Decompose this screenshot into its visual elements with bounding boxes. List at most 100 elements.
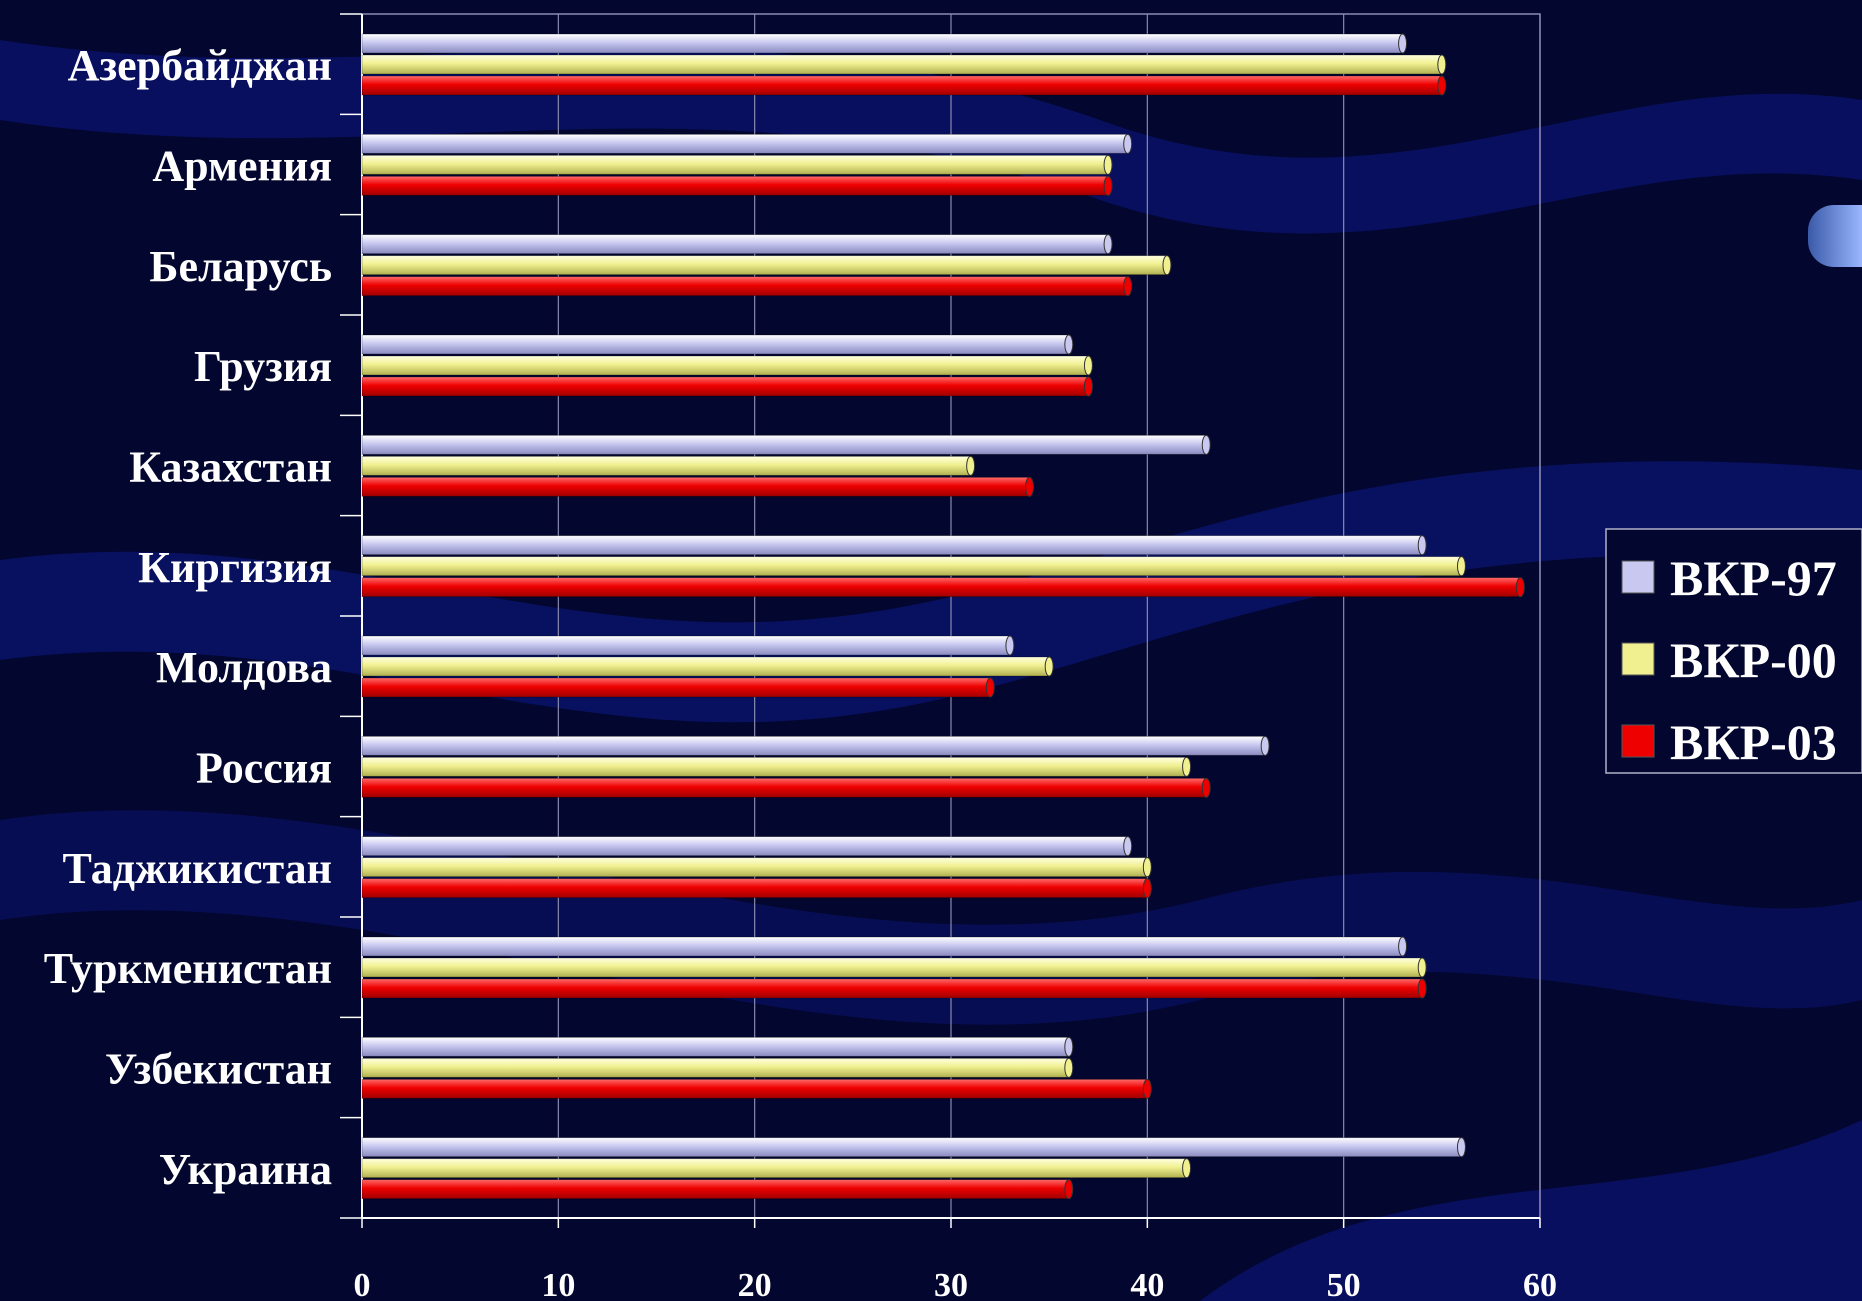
bar-end-cap <box>1025 476 1035 497</box>
bar-ВКР-97-Азербайджан <box>361 33 1403 54</box>
bar-ВКР-03-Грузия <box>361 376 1089 397</box>
bar-ВКР-00-Беларусь <box>361 255 1168 276</box>
bar-end-cap <box>1515 577 1525 598</box>
bar-ВКР-97-Россия <box>361 735 1266 756</box>
bar-end-cap <box>1123 836 1133 857</box>
bar-end-cap <box>1123 133 1133 154</box>
bar-end-cap <box>1162 255 1172 276</box>
bar-ВКР-97-Туркменистан <box>361 936 1403 957</box>
category-label: Молдова <box>156 643 332 692</box>
bar-end-cap <box>1417 535 1427 556</box>
bar-end-cap <box>1398 33 1408 54</box>
bar-end-cap <box>985 677 995 698</box>
bar-end-cap <box>1142 857 1152 878</box>
bar-end-cap <box>1103 175 1113 196</box>
bar-end-cap <box>1142 878 1152 899</box>
bar-ВКР-97-Грузия <box>361 334 1070 355</box>
category-label: Беларусь <box>149 242 332 291</box>
bar-end-cap <box>1182 756 1192 777</box>
bar-ВКР-03-Украина <box>361 1179 1070 1200</box>
category-label: Украина <box>159 1145 332 1194</box>
bar-end-cap <box>1437 54 1447 75</box>
bar-end-cap <box>1417 978 1427 999</box>
bar-ВКР-03-Казахстан <box>361 476 1030 497</box>
x-tick-label: 0 <box>354 1267 371 1301</box>
bar-ВКР-97-Киргизия <box>361 535 1423 556</box>
bar-ВКР-97-Украина <box>361 1137 1462 1158</box>
category-labels: Азербайджан Армения Беларусь Грузия Казахста… <box>44 41 332 1194</box>
legend-swatch <box>1621 724 1655 758</box>
category-label: Азербайджан <box>68 41 332 90</box>
bar-ВКР-00-Киргизия <box>361 556 1462 577</box>
category-label: Армения <box>152 142 332 191</box>
bar-ВКР-00-Казахстан <box>361 455 972 476</box>
x-tick-label: 10 <box>541 1267 575 1301</box>
bar-end-cap <box>1103 234 1113 255</box>
gridlines <box>340 13 1541 1228</box>
legend-label: ВКР-03 <box>1670 714 1837 770</box>
x-tick-label: 30 <box>934 1267 968 1301</box>
bar-end-cap <box>1005 635 1015 656</box>
bar-ВКР-00-Украина <box>361 1158 1187 1179</box>
bar-end-cap <box>1103 154 1113 175</box>
bar-end-cap <box>1044 656 1054 677</box>
category-label: Россия <box>196 744 332 793</box>
bar-ВКР-03-Армения <box>361 175 1109 196</box>
x-tick-label: 20 <box>738 1267 772 1301</box>
x-tick-label: 60 <box>1523 1267 1557 1301</box>
decorative-tab-shape <box>1808 205 1862 267</box>
bar-ВКР-03-Таджикистан <box>361 878 1148 899</box>
category-label: Узбекистан <box>105 1045 332 1094</box>
legend-swatch <box>1621 642 1655 676</box>
bar-ВКР-03-Киргизия <box>361 577 1521 598</box>
bar-end-cap <box>1398 936 1408 957</box>
bar-end-cap <box>1064 1057 1074 1078</box>
bar-ВКР-00-Азербайджан <box>361 54 1443 75</box>
bar-ВКР-97-Беларусь <box>361 234 1109 255</box>
bar-ВКР-97-Казахстан <box>361 434 1207 455</box>
bar-ВКР-03-Туркменистан <box>361 978 1423 999</box>
bar-ВКР-03-Молдова <box>361 677 991 698</box>
bar-end-cap <box>1456 556 1466 577</box>
category-label: Таджикистан <box>63 844 333 893</box>
bar-ВКР-03-Россия <box>361 777 1207 798</box>
bar-ВКР-03-Узбекистан <box>361 1078 1148 1099</box>
bar-ВКР-00-Таджикистан <box>361 857 1148 878</box>
legend-label: ВКР-00 <box>1670 632 1837 688</box>
legend: ВКР-97 ВКР-00 ВКР-03 <box>1605 528 1862 774</box>
bar-ВКР-03-Беларусь <box>361 276 1129 297</box>
bar-end-cap <box>1123 276 1133 297</box>
bar-ВКР-03-Азербайджан <box>361 75 1443 96</box>
bar-end-cap <box>1083 376 1093 397</box>
bar-end-cap <box>1064 1179 1074 1200</box>
bar-end-cap <box>1456 1137 1466 1158</box>
bar-ВКР-00-Молдова <box>361 656 1050 677</box>
bar-end-cap <box>1064 334 1074 355</box>
category-label: Грузия <box>194 342 332 391</box>
legend-swatch <box>1621 560 1655 594</box>
x-tick-label: 40 <box>1130 1267 1164 1301</box>
bar-end-cap <box>1437 75 1447 96</box>
bar-end-cap <box>966 455 976 476</box>
bar-ВКР-97-Молдова <box>361 635 1011 656</box>
category-label: Киргизия <box>138 543 332 592</box>
bar-ВКР-00-Армения <box>361 154 1109 175</box>
bar-ВКР-00-Россия <box>361 756 1187 777</box>
x-axis-ticks: 0 10 20 30 40 50 60 <box>354 1267 1558 1301</box>
bar-ВКР-00-Узбекистан <box>361 1057 1070 1078</box>
category-label: Туркменистан <box>44 944 332 993</box>
bar-ВКР-00-Туркменистан <box>361 957 1423 978</box>
bar-end-cap <box>1201 434 1211 455</box>
bar-end-cap <box>1064 1036 1074 1057</box>
legend-label: ВКР-97 <box>1670 550 1837 606</box>
bar-ВКР-97-Узбекистан <box>361 1036 1070 1057</box>
bar-ВКР-97-Таджикистан <box>361 836 1129 857</box>
category-label: Казахстан <box>129 443 332 492</box>
bar-ВКР-00-Грузия <box>361 355 1089 376</box>
bar-end-cap <box>1260 735 1270 756</box>
bar-end-cap <box>1201 777 1211 798</box>
bars <box>361 33 1525 1200</box>
bar-end-cap <box>1417 957 1427 978</box>
bar-ВКР-97-Армения <box>361 133 1129 154</box>
